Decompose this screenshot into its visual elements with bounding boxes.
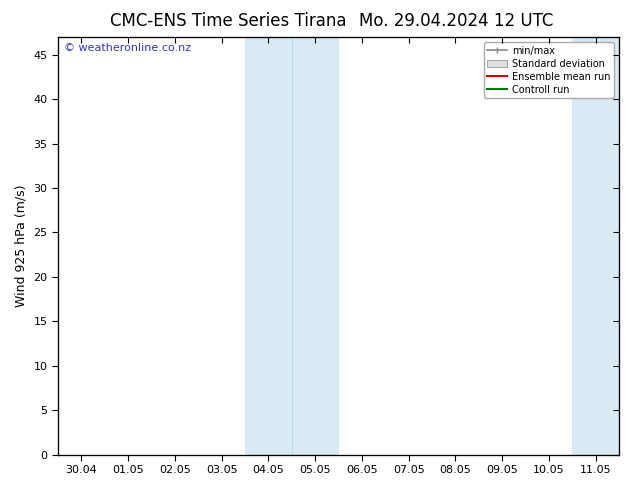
Y-axis label: Wind 925 hPa (m/s): Wind 925 hPa (m/s) (15, 185, 28, 307)
Bar (245, 37, 292, 455)
Text: © weatheronline.co.nz: © weatheronline.co.nz (63, 43, 191, 53)
Bar (292, 37, 339, 455)
Text: CMC-ENS Time Series Tirana: CMC-ENS Time Series Tirana (110, 12, 347, 30)
Bar (573, 37, 619, 455)
Text: Mo. 29.04.2024 12 UTC: Mo. 29.04.2024 12 UTC (359, 12, 553, 30)
Legend: min/max, Standard deviation, Ensemble mean run, Controll run: min/max, Standard deviation, Ensemble me… (484, 42, 614, 98)
